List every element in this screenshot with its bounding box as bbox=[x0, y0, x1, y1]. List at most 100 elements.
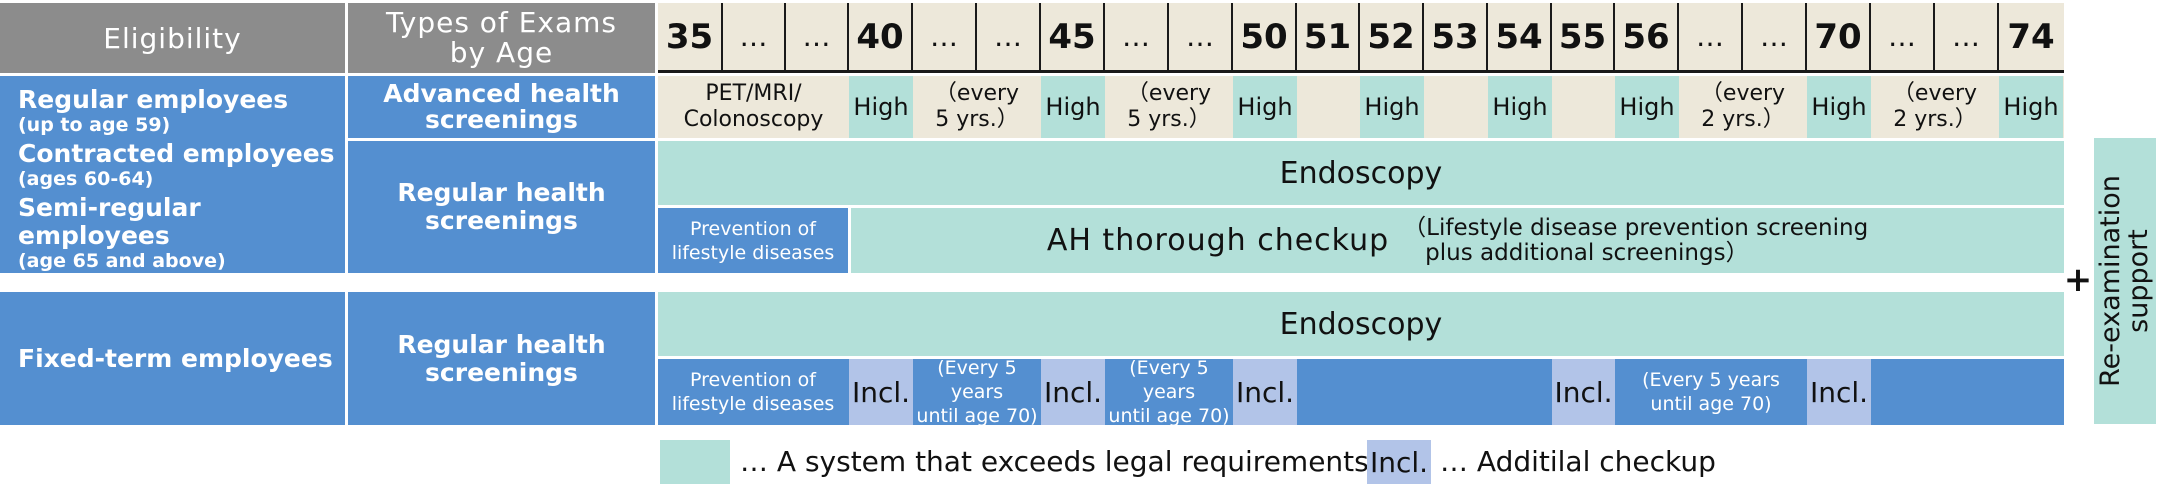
incl-cell-age-40: Incl. bbox=[849, 359, 913, 425]
prevention-cell-1: Prevention of lifestyle diseases bbox=[658, 208, 848, 273]
eligibility-fixed-term: Fixed-term employees bbox=[0, 292, 345, 425]
prevention1-line1: Prevention of bbox=[690, 217, 816, 240]
every-2-yrs: （every 2 yrs.） bbox=[1871, 76, 1999, 138]
pet-mri-colonoscopy: PET/MRI/Colonoscopy bbox=[658, 76, 849, 138]
line: 2 yrs.） bbox=[1893, 107, 1977, 132]
prevention1-line2: lifestyle diseases bbox=[671, 241, 835, 264]
plus-sign: + bbox=[2063, 250, 2093, 310]
ah-note-line2: plus additional screenings） bbox=[1425, 239, 1749, 266]
advanced-cells: PET/MRI/Colonoscopy High High High High High H… bbox=[658, 76, 2064, 138]
age-40: 40 bbox=[849, 3, 913, 70]
age-50: 50 bbox=[1233, 3, 1297, 70]
age-45: 45 bbox=[1041, 3, 1105, 70]
regular-label2-line1: Regular health bbox=[397, 329, 606, 359]
line: PET/MRI/ bbox=[705, 81, 802, 106]
every-2-yrs: （every 2 yrs.） bbox=[1679, 76, 1807, 138]
ah-checkup-cell: AH thorough checkup （Lifestyle disease p… bbox=[851, 208, 2064, 273]
legend-incl-label: … Additilal checkup bbox=[1440, 445, 1716, 478]
age-52: 52 bbox=[1360, 3, 1424, 70]
legend-incl-text: … Additilal checkup bbox=[1440, 445, 1716, 478]
age-ellipsis: … bbox=[786, 3, 849, 70]
incl-cell-age-50: Incl. bbox=[1233, 359, 1297, 425]
age-ellipsis: … bbox=[1743, 3, 1807, 70]
incl-cell-age-70: Incl. bbox=[1807, 359, 1871, 425]
reexam-line2: support bbox=[2123, 229, 2154, 333]
line: （every bbox=[1126, 81, 1212, 106]
age-56: 56 bbox=[1615, 3, 1679, 70]
high-cell-age-74: High bbox=[1999, 76, 2063, 138]
eligibility-regular-group: Regular employees (up to age 59) Contrac… bbox=[0, 76, 345, 273]
line: Colonoscopy bbox=[683, 107, 824, 132]
legend-teal-text: … A system that exceeds legal requiremen… bbox=[740, 445, 1369, 478]
high-cell-age-54: High bbox=[1488, 76, 1552, 138]
line: until age 70) bbox=[1108, 405, 1230, 427]
every-5-yrs: （every 5 yrs.） bbox=[913, 76, 1041, 138]
age-55: 55 bbox=[1552, 3, 1615, 70]
ah-checkup-title: AH thorough checkup bbox=[1046, 223, 1390, 258]
age-ellipsis: … bbox=[1679, 3, 1743, 70]
every-5-years-until-70: (Every 5 years until age 70) bbox=[1615, 359, 1807, 425]
every-5-yrs: （every 5 yrs.） bbox=[1105, 76, 1233, 138]
advanced-label-line2: screenings bbox=[425, 105, 578, 134]
reexam-line1: Re-examination bbox=[2095, 175, 2126, 387]
advanced-screenings-row: PET/MRI/Colonoscopy High High High High High H… bbox=[658, 76, 2064, 138]
age-cells: 35…… 40…… 45…… 50 51 52 53 54 55 56…… 70…… 74 bbox=[658, 3, 2064, 70]
header-eligibility-text: Eligibility bbox=[103, 21, 242, 55]
prevention-cell-2: Prevention of lifestyle diseases bbox=[658, 359, 848, 425]
advanced-screenings-label: Advanced health screenings bbox=[348, 76, 655, 138]
age-74: 74 bbox=[2007, 16, 2055, 57]
eligibility-regular-sub: (up to age 59) bbox=[18, 114, 171, 136]
endoscopy-row-1: Endoscopy bbox=[658, 141, 2064, 205]
age-ellipsis: … bbox=[913, 3, 977, 70]
prevention2-line2: lifestyle diseases bbox=[671, 393, 835, 415]
ah-checkup-note: （Lifestyle disease prevention screening … bbox=[1403, 214, 1869, 266]
high-cell-age-70: High bbox=[1807, 76, 1871, 138]
incl-cell-age-45: Incl. bbox=[1041, 359, 1105, 425]
prevention2-line1: Prevention of bbox=[690, 369, 816, 391]
age-ellipsis: … bbox=[1169, 3, 1233, 70]
regular-screenings-label-2: Regular health screenings bbox=[348, 292, 655, 425]
age-51: 51 bbox=[1297, 3, 1360, 70]
eligibility-semiregular-sub: (age 65 and above) bbox=[18, 250, 226, 272]
high-cell-age-50: High bbox=[1233, 76, 1297, 138]
high-cell-age-52: High bbox=[1360, 76, 1424, 138]
legend-incl-box-text: Incl. bbox=[1369, 445, 1429, 479]
line: 5 yrs.） bbox=[1127, 107, 1211, 132]
line: 2 yrs.） bbox=[1701, 107, 1785, 132]
fixed-term-cells: Incl. Incl. Incl. Incl. Incl. (Every 5 years u… bbox=[658, 357, 2064, 427]
line: （every bbox=[934, 81, 1020, 106]
line: （every bbox=[1892, 81, 1978, 106]
age-35: 35 bbox=[658, 3, 723, 70]
line: (Every 5 years bbox=[1129, 357, 1209, 403]
eligibility-regular: Regular employees bbox=[18, 85, 289, 114]
legend-teal-label: … A system that exceeds legal requiremen… bbox=[740, 445, 1369, 478]
line: 5 yrs.） bbox=[935, 107, 1019, 132]
eligibility-contracted-sub: (ages 60-64) bbox=[18, 168, 154, 190]
plus-text: + bbox=[2063, 260, 2093, 300]
age-53: 53 bbox=[1424, 3, 1488, 70]
incl-cell-age-55: Incl. bbox=[1552, 359, 1615, 425]
regular-screenings-label-1: Regular health screenings bbox=[348, 141, 655, 273]
ah-note-line1: （Lifestyle disease prevention screening bbox=[1403, 214, 1869, 241]
endoscopy-label-2: Endoscopy bbox=[1279, 306, 1443, 342]
regular-label2-line2: screenings bbox=[425, 357, 578, 387]
legend-teal-swatch bbox=[660, 440, 730, 484]
legend-incl-box: Incl. bbox=[1367, 440, 1431, 484]
eligibility-fixed-term-text: Fixed-term employees bbox=[18, 343, 333, 373]
endoscopy-label-1: Endoscopy bbox=[1279, 155, 1443, 191]
every-5-years-until-70: (Every 5 years until age 70) bbox=[1105, 357, 1233, 427]
header-types: Types of Exams by Age bbox=[348, 3, 655, 73]
age-header-bar: 35…… 40…… 45…… 50 51 52 53 54 55 56…… 70…… 74 bbox=[658, 3, 2064, 73]
line: until age 70) bbox=[1650, 393, 1772, 415]
every-5-years-until-70: (Every 5 years until age 70) bbox=[913, 357, 1041, 427]
regular-label1-line2: screenings bbox=[425, 206, 578, 235]
age-ellipsis: … bbox=[723, 3, 786, 70]
high-cell-age-56: High bbox=[1615, 76, 1679, 138]
age-ellipsis: … bbox=[1105, 3, 1169, 70]
fixed-term-row: Prevention of lifestyle diseases Incl. In… bbox=[658, 357, 2064, 427]
endoscopy-row-2: Endoscopy bbox=[658, 292, 2064, 356]
reexamination-support-box: Re-examination support bbox=[2094, 138, 2156, 424]
age-70: 70 bbox=[1807, 3, 1871, 70]
high-cell-age-40: High bbox=[849, 76, 913, 138]
advanced-label-line1: Advanced health bbox=[383, 79, 620, 108]
